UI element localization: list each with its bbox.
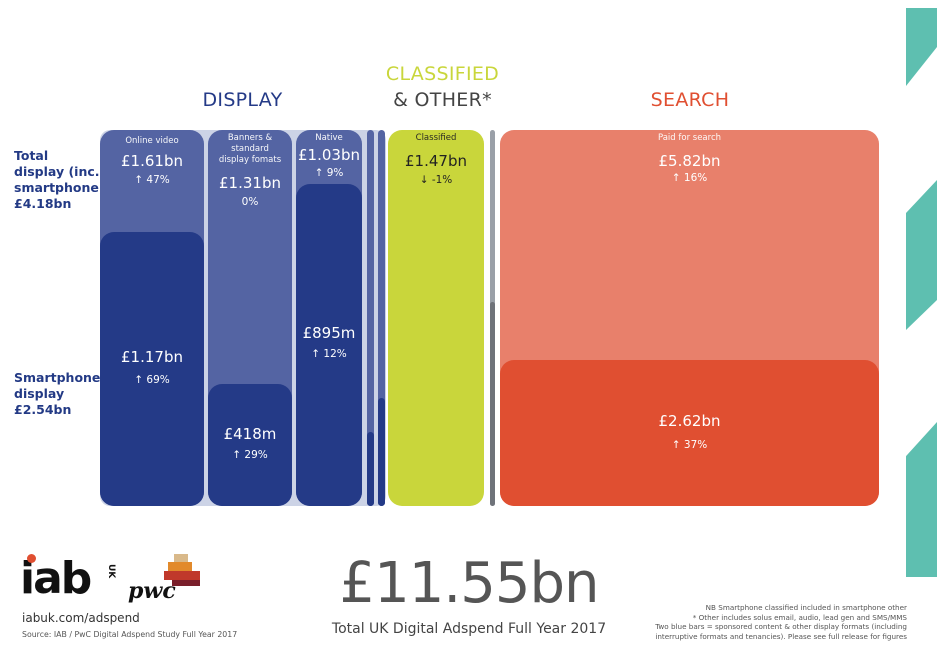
online-video-smartphone-block: £1.17bn ↑ 69%	[100, 232, 204, 506]
banners-total-value: £1.31bn	[219, 174, 281, 192]
banners-category-label: Banners & standard display fomats	[218, 133, 282, 165]
total-display-label-line2: display (inc.	[14, 164, 100, 179]
pwc-logo-text: pwc	[128, 578, 176, 604]
smartphone-display-label: Smartphone display £2.54bn	[14, 370, 100, 418]
footnote-line: Two blue bars = sponsored content & othe…	[655, 622, 907, 631]
search-total-change: ↑ 16%	[671, 172, 708, 184]
footnote-line: interruptive formats and tenancies). Ple…	[655, 631, 907, 641]
iab-logo-text: iab	[20, 553, 92, 604]
footnote-line: * Other includes solus email, audio, lea…	[692, 612, 907, 622]
total-display-label-line1: Total	[14, 148, 49, 163]
banners-smartphone-block: £418m ↑ 29%	[208, 384, 292, 506]
sponsored-content-bar	[367, 130, 374, 506]
online-video-category-label: Online video	[125, 136, 179, 146]
pwc-logo: pwc	[128, 548, 208, 608]
pwc-logo-bar-3	[164, 571, 200, 580]
classified-total-change: ↓ -1%	[419, 174, 453, 186]
pwc-logo-bar-1	[174, 554, 188, 562]
total-display-value: £4.18bn	[14, 196, 72, 211]
online-video-smartphone-value: £1.17bn	[121, 348, 183, 366]
smartphone-display-value: £2.54bn	[14, 402, 72, 417]
teal-accent-top	[906, 8, 937, 86]
source-text: Source: IAB / PwC Digital Adspend Study …	[22, 630, 238, 639]
smartphone-display-label-line1: Smartphone	[14, 370, 101, 385]
banners-smartphone-change: ↑ 29%	[232, 449, 268, 461]
classified-category-label: Classified	[415, 133, 457, 143]
classified-total-value: £1.47bn	[405, 152, 467, 170]
teal-accent-middle	[906, 180, 937, 330]
search-smartphone-block: £2.62bn ↑ 37%	[500, 360, 879, 506]
iab-logo-dot	[27, 554, 36, 563]
total-display-label: Total display (inc. smartphone) £4.18bn	[14, 148, 105, 212]
other-smartphone-bar	[490, 302, 495, 506]
classified-header-line1: CLASSIFIED	[385, 63, 500, 85]
teal-accent-bottom	[906, 422, 937, 577]
classified-block: Classified £1.47bn ↓ -1%	[388, 130, 484, 506]
iab-logo: iab UK	[20, 553, 125, 606]
search-total-value: £5.82bn	[658, 152, 721, 170]
native-smartphone-change: ↑ 12%	[311, 348, 347, 360]
classified-header-line2: & OTHER*	[393, 89, 492, 111]
iab-url: iabuk.com/adspend	[22, 611, 140, 625]
other-display-smartphone-bar	[378, 398, 385, 506]
native-category-label: Native	[315, 133, 343, 143]
online-video-smartphone-change: ↑ 69%	[134, 374, 170, 386]
online-video-total-value: £1.61bn	[121, 152, 183, 170]
footnote-line: NB Smartphone classified included in sma…	[705, 603, 907, 612]
native-total-value: £1.03bn	[298, 146, 360, 164]
other-display-bar	[378, 130, 385, 506]
pwc-logo-bar-4	[172, 580, 200, 586]
total-value: £11.55bn	[339, 551, 600, 616]
footnotes: NB Smartphone classified included in sma…	[655, 603, 907, 641]
search-header: SEARCH	[650, 89, 730, 111]
search-category-label: Paid for search	[657, 133, 722, 143]
total-display-label-line3: smartphone)	[14, 180, 105, 195]
banners-smartphone-value: £418m	[223, 425, 277, 443]
sponsored-content-smartphone-bar	[367, 432, 374, 506]
smartphone-display-label-line2: display	[14, 386, 65, 401]
display-header: DISPLAY	[202, 89, 283, 111]
online-video-total-change: ↑ 47%	[134, 174, 170, 186]
search-smartphone-value: £2.62bn	[658, 412, 721, 430]
search-smartphone-change: ↑ 37%	[671, 439, 708, 451]
iab-logo-uk-text: UK	[106, 564, 116, 579]
banners-total-change: 0%	[241, 196, 259, 208]
total-label: Total UK Digital Adspend Full Year 2017	[331, 621, 607, 637]
native-smartphone-block: £895m ↑ 12%	[296, 184, 362, 506]
pwc-logo-bar-2	[168, 562, 192, 571]
native-smartphone-value: £895m	[302, 324, 356, 342]
native-total-change: ↑ 9%	[314, 167, 344, 179]
